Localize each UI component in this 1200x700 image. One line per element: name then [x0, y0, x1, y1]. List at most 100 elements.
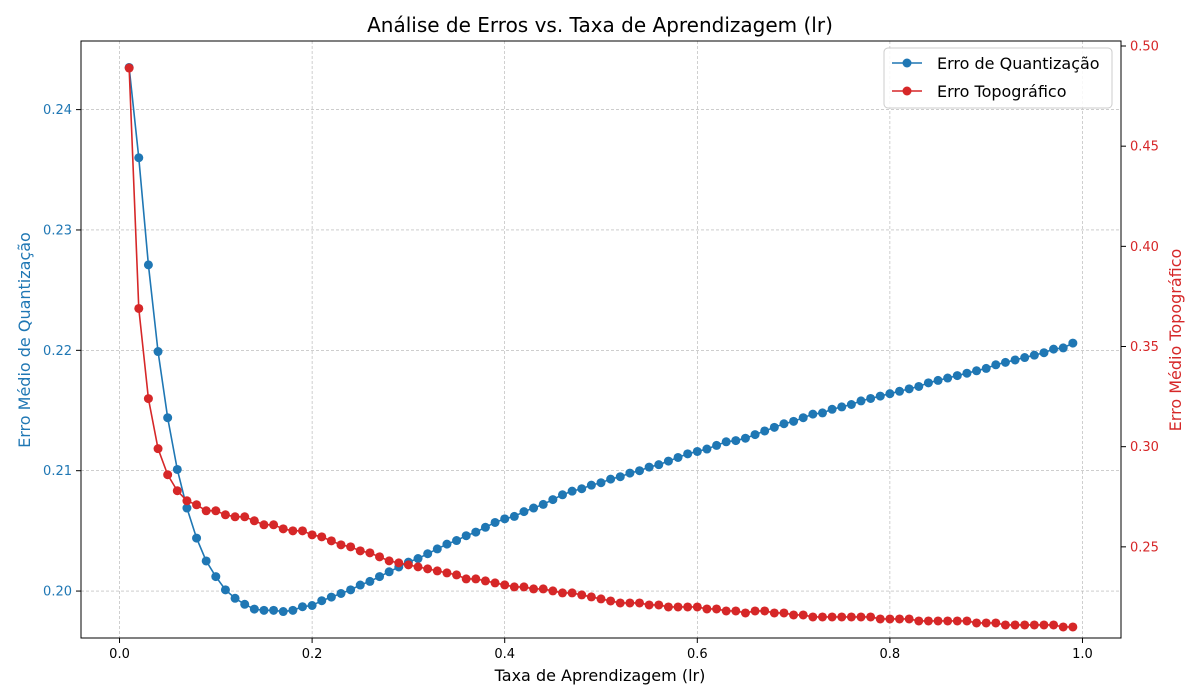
series-point [673, 452, 683, 462]
series-point [856, 396, 866, 406]
series-point [866, 612, 876, 622]
series-point [288, 605, 298, 615]
series-point [875, 614, 885, 624]
series-point [923, 616, 933, 626]
series-point [413, 562, 423, 572]
series-point [249, 516, 259, 526]
series-point [461, 574, 471, 584]
series-point [654, 460, 664, 470]
series-point [278, 607, 288, 617]
y-axis-right: 0.25 0.30 0.35 0.40 0.45 0.50 [1121, 40, 1159, 555]
series-point [365, 576, 375, 586]
grid [81, 41, 1121, 638]
series-point [557, 588, 567, 598]
series-point [336, 540, 346, 550]
series-point [538, 499, 548, 509]
series-point [220, 510, 230, 520]
series-point [914, 616, 924, 626]
series-point [817, 612, 827, 622]
series-point [817, 408, 827, 418]
legend-box [883, 47, 1113, 109]
series-point [952, 371, 962, 381]
series-point [972, 618, 982, 628]
series-point [644, 462, 654, 472]
series-point [326, 592, 336, 602]
series-point [635, 466, 645, 476]
series-point [769, 422, 779, 432]
y-left-tick-label: 0.20 [43, 585, 72, 600]
series-point [153, 444, 163, 454]
y-left-tick-label: 0.22 [43, 344, 72, 359]
series-point [153, 347, 163, 357]
series-point [779, 419, 789, 429]
series-point [1029, 350, 1039, 360]
series-point [866, 393, 876, 403]
series-point [307, 601, 317, 610]
series-point [355, 580, 365, 590]
series-point [192, 533, 202, 543]
series-point [346, 585, 356, 595]
series-point [1039, 348, 1049, 358]
x-tick-label: 0.0 [109, 647, 130, 662]
series-point [480, 522, 490, 532]
legend: Erro de Quantização Erro Topográfico [883, 47, 1113, 109]
series-point [529, 584, 539, 594]
series-point [1029, 620, 1039, 630]
series-point [1010, 355, 1020, 365]
series-point [413, 554, 423, 564]
series-point [1000, 357, 1010, 367]
series-point [712, 604, 722, 614]
series-point [567, 486, 577, 496]
series-point [1068, 622, 1078, 632]
series-point [288, 526, 298, 536]
x-tick-label: 0.8 [880, 647, 901, 662]
series-point [172, 486, 182, 496]
y-left-tick-label: 0.24 [43, 103, 72, 118]
series-point [798, 413, 808, 423]
series-point [365, 548, 375, 558]
series-point [712, 440, 722, 450]
series-point [519, 582, 529, 592]
series-point [731, 436, 741, 446]
series-point [317, 532, 327, 542]
series-point [326, 536, 336, 546]
series-point [192, 500, 202, 510]
series-point [981, 363, 991, 373]
series-point [394, 558, 404, 568]
series-point [789, 416, 799, 426]
x-axis-label: Taxa de Aprendizagem (lr) [494, 666, 706, 685]
legend-marker-quantization [902, 58, 912, 68]
series-point [846, 612, 856, 622]
x-tick-label: 0.2 [302, 647, 323, 662]
series-point [134, 303, 144, 313]
series-point [731, 606, 741, 616]
y-right-tick-label: 0.45 [1130, 140, 1159, 155]
y-right-tick-label: 0.30 [1130, 440, 1159, 455]
series-point [962, 616, 972, 626]
series-point [471, 527, 481, 537]
series-point [615, 472, 625, 482]
series-point [586, 480, 596, 490]
y-axis-right-label: Erro Médio Topográfico [1166, 249, 1185, 432]
y-left-tick-label: 0.21 [43, 464, 72, 479]
series-point [702, 444, 712, 454]
series-point [423, 564, 433, 574]
series-topographic [124, 63, 1078, 632]
x-tick-label: 0.6 [687, 647, 708, 662]
series-point [596, 478, 606, 488]
x-tick-label: 0.4 [494, 647, 515, 662]
chart-title: Análise de Erros vs. Taxa de Aprendizage… [367, 13, 833, 37]
series-point [760, 426, 770, 436]
series-point [230, 593, 240, 603]
series-point [442, 568, 452, 578]
series-point [471, 574, 481, 584]
series-point [914, 381, 924, 391]
series-point [606, 596, 616, 606]
series-point [269, 605, 279, 615]
series-point [230, 512, 240, 522]
series-point [606, 474, 616, 484]
y-right-tick-label: 0.50 [1130, 40, 1159, 55]
x-tick-label: 1.0 [1072, 647, 1093, 662]
series-point [249, 604, 259, 614]
